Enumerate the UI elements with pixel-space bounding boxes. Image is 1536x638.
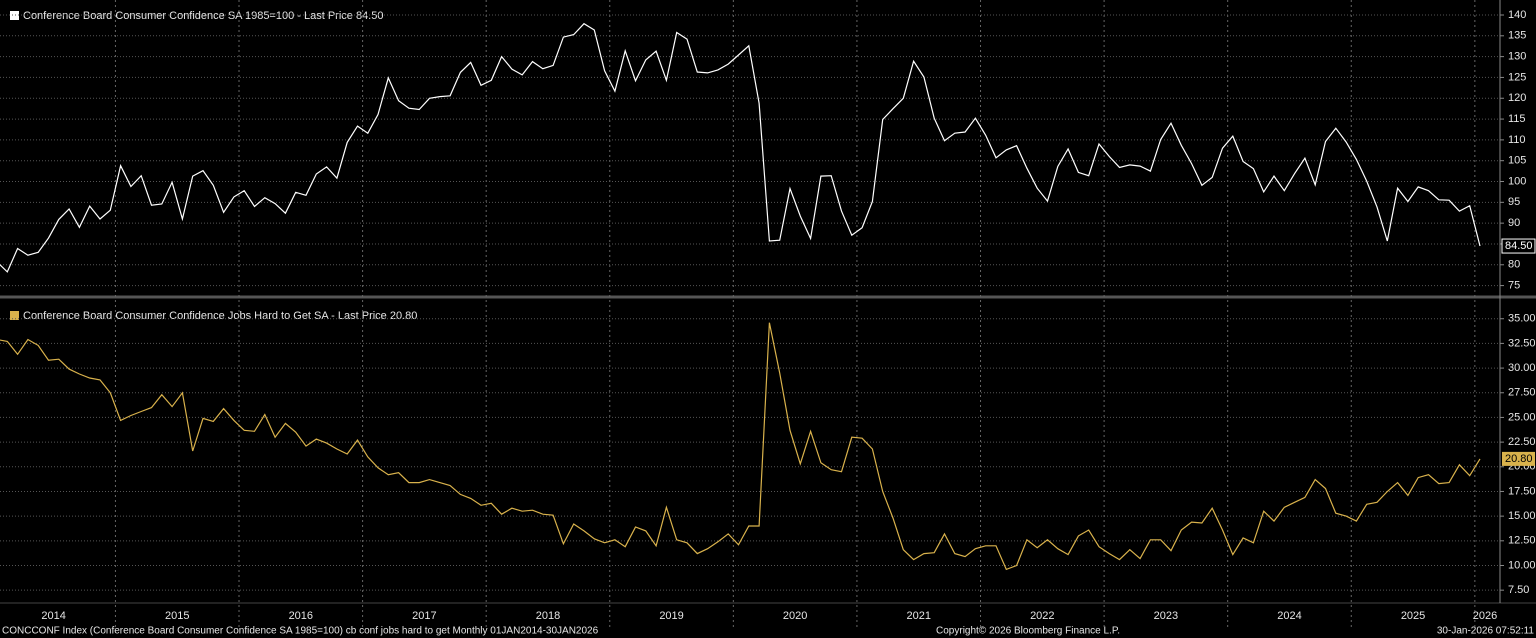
y-tick-label: 125 — [1508, 71, 1526, 83]
y-tick-label: 115 — [1508, 113, 1526, 125]
panel-title: Conference Board Consumer Confidence Job… — [23, 310, 417, 322]
x-tick-label: 2018 — [536, 610, 560, 622]
y-tick-label: 35.00 — [1508, 313, 1536, 325]
y-tick-label: 30.00 — [1508, 362, 1536, 374]
legend-swatch — [10, 311, 19, 320]
y-tick-label: 32.50 — [1508, 337, 1536, 349]
x-tick-label: 2025 — [1401, 610, 1425, 622]
last-price-label: 84.50 — [1505, 240, 1533, 252]
y-tick-label: 120 — [1508, 92, 1526, 104]
x-tick-label: 2020 — [783, 610, 807, 622]
panel-title: Conference Board Consumer Confidence SA … — [23, 10, 383, 22]
y-tick-label: 27.50 — [1508, 387, 1536, 399]
y-tick-label: 22.50 — [1508, 436, 1536, 448]
last-price-box — [1501, 238, 1536, 254]
footer-center: Copyright© 2026 Bloomberg Finance L.P. — [936, 626, 1120, 637]
y-tick-label: 80 — [1508, 259, 1520, 271]
legend-swatch — [10, 11, 19, 20]
x-tick-label: 2024 — [1277, 610, 1301, 622]
x-tick-label: 2016 — [289, 610, 313, 622]
x-tick-label: 2022 — [1030, 610, 1054, 622]
y-tick-label: 10.00 — [1508, 559, 1536, 571]
y-tick-label: 135 — [1508, 30, 1526, 42]
data-line — [0, 22, 1481, 273]
last-price-label: 20.80 — [1505, 453, 1533, 465]
x-tick-label: 2015 — [165, 610, 189, 622]
y-tick-label: 90 — [1508, 217, 1520, 229]
last-price-box — [1502, 451, 1535, 466]
x-tick-label: 2026 — [1473, 610, 1497, 622]
y-tick-label: 17.50 — [1508, 485, 1536, 497]
y-tick-label: 75 — [1508, 279, 1520, 291]
data-line — [0, 322, 1481, 571]
y-tick-label: 105 — [1508, 155, 1526, 167]
y-tick-label: 25.00 — [1508, 411, 1536, 423]
y-tick-label: 140 — [1508, 9, 1526, 21]
x-tick-label: 2017 — [412, 610, 436, 622]
y-tick-label: 100 — [1508, 175, 1526, 187]
x-tick-label: 2014 — [41, 610, 65, 622]
y-tick-label: 130 — [1508, 51, 1526, 63]
footer-right: 30-Jan-2026 07:52:11 — [1437, 626, 1535, 637]
x-tick-label: 2019 — [659, 610, 683, 622]
y-tick-label: 15.00 — [1508, 510, 1536, 522]
x-tick-label: 2023 — [1154, 610, 1178, 622]
footer-left: CONCCONF Index (Conference Board Consume… — [2, 626, 599, 637]
y-tick-label: 12.50 — [1508, 535, 1536, 547]
y-tick-label: 7.50 — [1508, 584, 1529, 596]
y-tick-label: 110 — [1508, 134, 1526, 146]
x-tick-label: 2021 — [906, 610, 930, 622]
y-tick-label: 95 — [1508, 196, 1520, 208]
